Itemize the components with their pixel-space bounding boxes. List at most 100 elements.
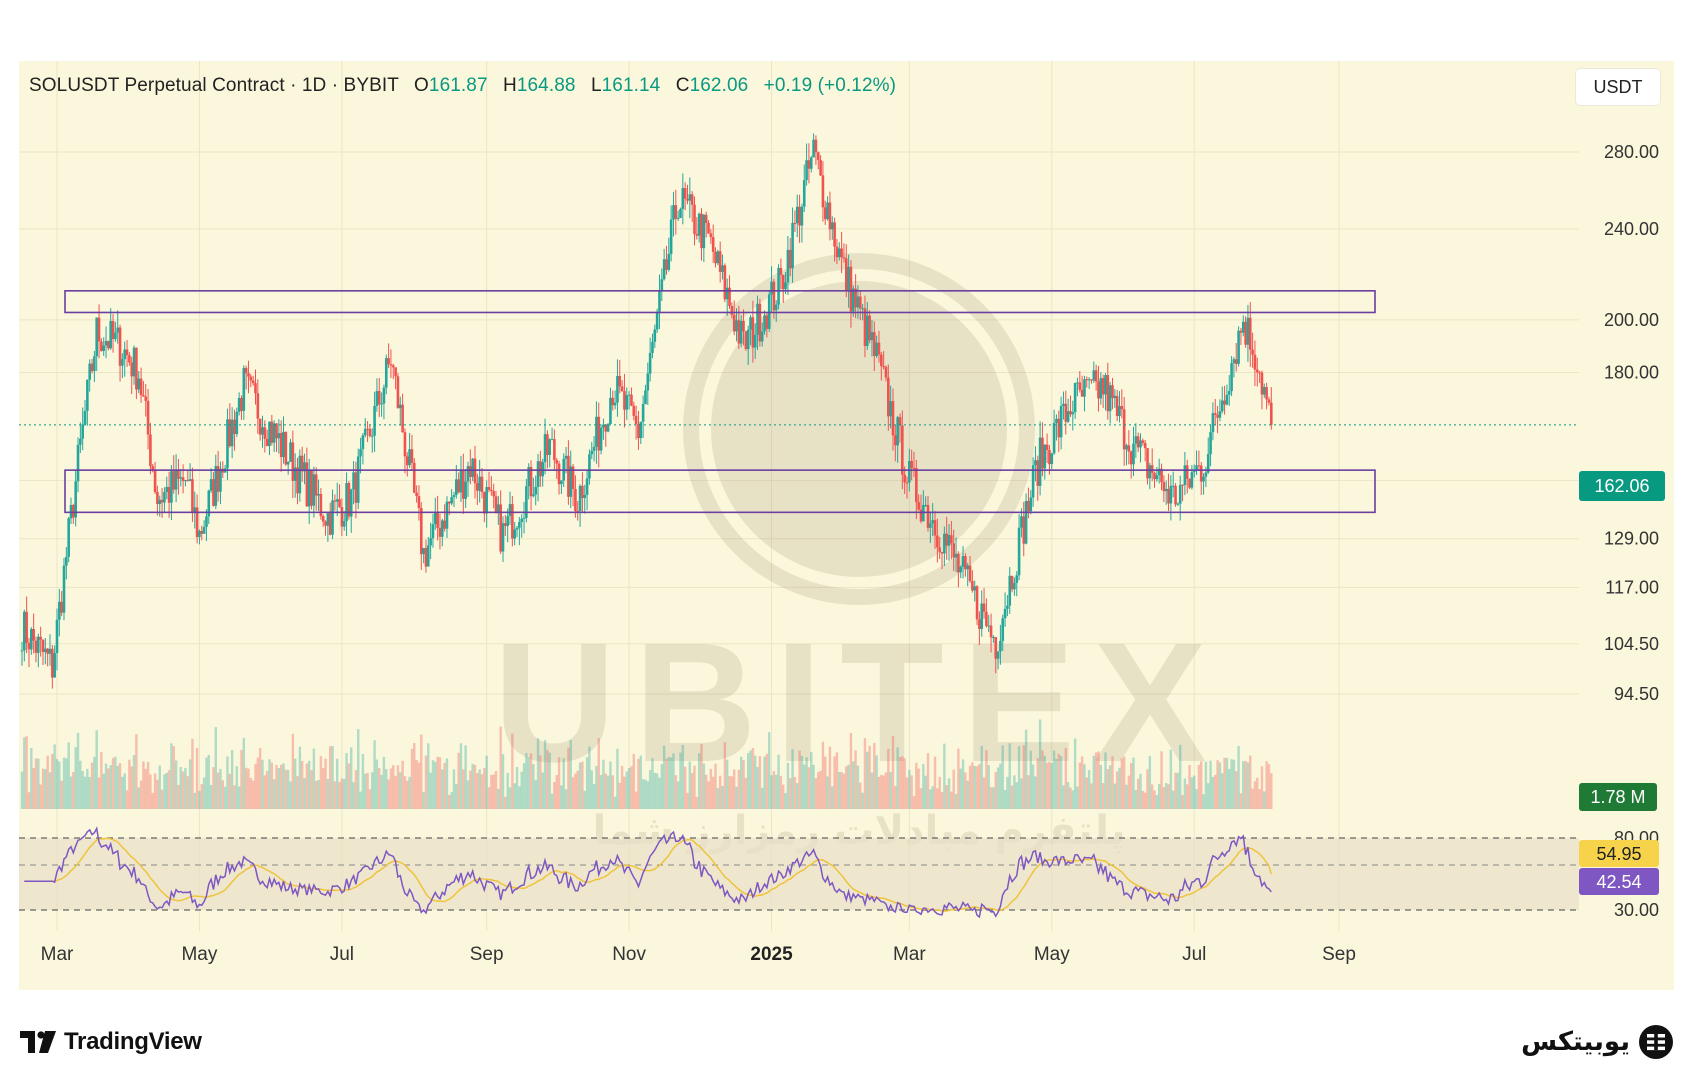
volume-bar <box>1181 794 1184 809</box>
volume-bar <box>574 773 577 809</box>
volume-bar <box>557 757 561 809</box>
volume-bar <box>240 749 243 809</box>
volume-bar <box>896 747 899 809</box>
volume-bar <box>919 788 923 809</box>
legend-low-label: L <box>590 75 602 96</box>
volume-bar <box>779 775 783 809</box>
zone-rectangle[interactable] <box>64 290 1376 314</box>
candle <box>1101 374 1105 409</box>
candle <box>256 379 260 434</box>
candle <box>669 205 673 262</box>
candle <box>95 317 98 371</box>
candle <box>938 536 941 559</box>
volume-bar <box>803 764 806 809</box>
volume-bar <box>144 768 147 809</box>
volume-bar <box>137 787 140 809</box>
volume-bar <box>172 746 175 809</box>
volume-bar <box>905 777 909 809</box>
candle <box>151 463 155 473</box>
candle <box>1022 501 1026 557</box>
volume-bar <box>828 746 832 809</box>
candle <box>88 359 91 392</box>
volume-bar <box>114 756 117 809</box>
candle <box>781 274 785 303</box>
volume-bar <box>441 769 444 809</box>
volume-bar <box>1078 762 1081 809</box>
candle <box>632 401 636 421</box>
candle <box>812 133 815 158</box>
candle <box>1232 357 1236 378</box>
volume-bar <box>697 753 701 809</box>
zone-rectangle[interactable] <box>64 469 1376 514</box>
volume-bar <box>1167 784 1170 809</box>
ubitex-logo[interactable]: یوبیتکس <box>1521 1024 1674 1060</box>
candle <box>798 194 801 243</box>
candle <box>987 614 991 633</box>
volume-bar <box>543 740 547 809</box>
candle <box>172 455 176 494</box>
volume-bar <box>548 752 551 809</box>
volume-bar <box>1059 755 1063 809</box>
volume-bar <box>305 763 309 809</box>
volume-bar <box>1146 769 1149 809</box>
volume-bar <box>167 770 171 809</box>
candle <box>1001 614 1005 651</box>
volume-bar <box>648 770 652 809</box>
tradingview-logo[interactable]: TradingView <box>20 1028 202 1056</box>
candle <box>23 609 26 662</box>
chart-canvas[interactable]: UBITEX پلتفرم مبادلات رمزارز شما 280.00 2… <box>19 61 1674 990</box>
volume-bar <box>455 784 458 809</box>
candle <box>317 479 320 512</box>
currency-button[interactable]: USDT <box>1576 69 1660 105</box>
volume-bar <box>686 792 689 809</box>
candle <box>980 590 984 637</box>
volume-bar <box>789 778 792 809</box>
candle <box>767 290 771 332</box>
candle <box>511 496 514 547</box>
volume-bar <box>1090 783 1093 809</box>
candle <box>429 522 432 560</box>
candle <box>1223 385 1226 415</box>
candle <box>950 521 953 560</box>
candle <box>51 644 54 689</box>
volume-bar <box>770 775 773 809</box>
volume-bar <box>23 737 26 809</box>
candle <box>380 392 383 417</box>
candle <box>877 330 881 363</box>
volume-bar <box>343 778 346 809</box>
volume-bar <box>611 775 614 809</box>
candle <box>370 428 374 453</box>
volume-bar <box>132 755 136 809</box>
candle <box>184 480 187 487</box>
candle <box>146 389 150 450</box>
candle <box>842 243 846 263</box>
candle <box>335 482 339 517</box>
watermark-logo-inner <box>711 281 1007 577</box>
candle <box>1206 437 1210 475</box>
volume-bar <box>352 782 355 809</box>
volume-bar <box>536 738 540 809</box>
x-tick-label: Sep <box>470 944 504 965</box>
volume-badge-bg <box>1579 783 1657 811</box>
volume-bar <box>1064 748 1067 809</box>
x-tick-label: May <box>181 944 217 965</box>
volume-bar <box>88 776 91 809</box>
volume-bar <box>704 774 708 809</box>
candle <box>940 551 944 570</box>
volume-bar <box>1197 764 1201 809</box>
volume-bar <box>128 759 131 809</box>
candle <box>186 470 190 482</box>
volume-bar <box>256 757 260 809</box>
volume-bar <box>1087 770 1091 809</box>
candle <box>758 298 762 347</box>
volume-bar <box>459 743 463 809</box>
volume-bar <box>922 763 925 809</box>
candle <box>305 447 309 507</box>
volume-bar <box>518 786 521 809</box>
volume-bar <box>55 759 59 809</box>
candle <box>620 380 624 392</box>
chart-frame[interactable]: UBITEX پلتفرم مبادلات رمزارز شما 280.00 2… <box>19 61 1674 990</box>
volume-bar <box>97 777 101 809</box>
volume-bar <box>326 778 330 809</box>
candle <box>868 310 871 344</box>
